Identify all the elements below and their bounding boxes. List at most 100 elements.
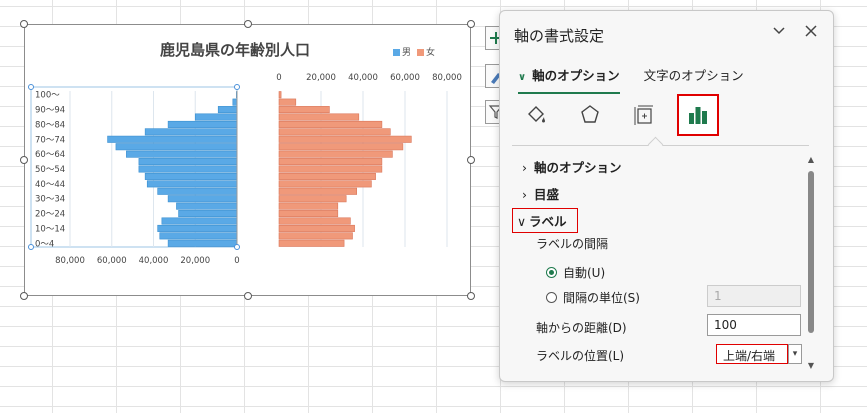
female-axis-tick-label: 40,000: [348, 73, 378, 83]
chevron-down-icon[interactable]: ▾: [788, 344, 802, 364]
female-axis-tick-label: 20,000: [306, 73, 336, 83]
male-bar: [232, 98, 238, 106]
label-position-select[interactable]: 上端/右端: [716, 344, 788, 364]
male-bar: [157, 224, 238, 232]
male-axis-tick-label: 40,000: [139, 256, 169, 266]
population-pyramid-chart[interactable]: 鹿児島県の年齢別人口 男 女 0～4 10～14 20～24 30～34 40～44 50…: [24, 24, 471, 296]
female-bar: [278, 172, 376, 180]
category-label: 0～4: [35, 239, 54, 249]
category-label: 100～: [35, 91, 60, 101]
option-icon-row: [516, 94, 719, 136]
resize-handle-bottom[interactable]: [244, 292, 252, 300]
effects-button[interactable]: [570, 95, 610, 135]
female-bar: [278, 224, 355, 232]
resize-handle-bottom-right[interactable]: [467, 292, 475, 300]
male-bar: [126, 150, 238, 158]
resize-handle-top[interactable]: [244, 20, 252, 28]
category-label: 30～34: [35, 195, 65, 205]
male-bar: [217, 106, 238, 114]
interval-unit-field[interactable]: 1: [707, 285, 801, 307]
plot-area-handle: [234, 244, 240, 250]
female-bar: [278, 113, 360, 121]
scrollbar-thumb[interactable]: [808, 171, 814, 333]
active-icon-pointer: [647, 136, 664, 153]
male-bar: [144, 172, 238, 180]
plot-area-handle: [28, 84, 34, 90]
radio-interval-unit[interactable]: 間隔の単位(S): [546, 289, 640, 306]
male-axis-tick-label: 20,000: [180, 256, 210, 266]
female-bar: [278, 158, 383, 166]
tab-text-options[interactable]: 文字のオプション: [643, 68, 744, 83]
radio-dot[interactable]: [546, 292, 557, 303]
male-bar: [194, 113, 238, 121]
label-interval-title: ラベルの間隔: [536, 237, 609, 251]
female-bar: [278, 232, 353, 240]
effects-pentagon-icon: [581, 105, 599, 123]
scroll-down-icon[interactable]: ▼: [807, 361, 815, 370]
male-bar: [146, 180, 238, 188]
distance-from-axis-field[interactable]: 100: [707, 314, 801, 336]
resize-handle-top-right[interactable]: [467, 20, 475, 28]
chart-title: 鹿児島県の年齢別人口: [159, 41, 310, 59]
chevron-down-icon: ∨: [518, 72, 527, 83]
resize-handle-left[interactable]: [20, 156, 28, 164]
section-axis-options[interactable]: › 軸のオプション: [522, 160, 622, 175]
male-bar: [138, 165, 238, 173]
male-bar: [176, 202, 238, 210]
female-bar: [278, 180, 372, 188]
resize-handle-right[interactable]: [467, 156, 475, 164]
male-bar: [107, 135, 238, 143]
female-bar: [278, 135, 412, 143]
category-label: 60～64: [35, 150, 65, 160]
female-bar: [278, 210, 339, 218]
section-labels[interactable]: ∨ ラベル: [512, 208, 578, 233]
male-bar: [144, 128, 238, 136]
female-bar: [278, 165, 383, 173]
female-bar: [278, 150, 393, 158]
tab-axis-options[interactable]: ∨ 軸のオプション: [518, 65, 620, 94]
male-bar: [115, 143, 238, 151]
radio-auto[interactable]: 自動(U): [546, 264, 605, 281]
female-bar: [278, 98, 297, 106]
male-bar: [178, 210, 238, 218]
category-label: 80～84: [35, 120, 65, 130]
label-position-label: ラベルの位置(L): [536, 349, 625, 363]
size-properties-button[interactable]: [624, 95, 664, 135]
radio-dot-selected[interactable]: [546, 267, 557, 278]
female-bar: [278, 91, 282, 99]
female-bar: [278, 106, 330, 114]
pane-title: 軸の書式設定: [514, 27, 605, 45]
fill-line-button[interactable]: [516, 95, 556, 135]
male-axis-tick-label: 60,000: [97, 256, 127, 266]
female-axis-tick-label: 80,000: [432, 73, 462, 83]
resize-handle-bottom-left[interactable]: [20, 292, 28, 300]
category-label: 40～44: [35, 180, 65, 190]
chevron-down-icon: ∨: [517, 214, 527, 229]
female-axis-tick-label: 60,000: [390, 73, 420, 83]
female-bar: [278, 187, 357, 195]
brush-icon: [491, 73, 501, 84]
female-axis-tick-label: 0: [276, 73, 281, 83]
male-bar: [159, 232, 238, 240]
scroll-up-icon[interactable]: ▲: [807, 155, 815, 164]
plot-area-handle: [28, 244, 34, 250]
format-axis-pane: 軸の書式設定 ∨ 軸のオプション 文字のオプション › 軸のオプション › 目盛 ∨ ラ…: [499, 10, 834, 382]
chart-plot-area[interactable]: 0～4 10～14 20～24 30～34 40～44 50～54 60～64 70～74 80…: [25, 25, 470, 295]
female-bar: [278, 239, 345, 247]
section-ticks[interactable]: › 目盛: [522, 187, 560, 202]
male-bar: [167, 120, 238, 128]
category-label: 70～74: [35, 135, 65, 145]
legend-item-male: 男: [393, 45, 411, 58]
plot-area-handle: [234, 84, 240, 90]
close-icon[interactable]: [804, 24, 818, 42]
fill-line-icon: [528, 106, 545, 123]
axis-options-button[interactable]: [677, 94, 719, 136]
size-properties-icon: [634, 105, 653, 125]
pane-tabs: ∨ 軸のオプション 文字のオプション: [518, 65, 744, 94]
resize-handle-top-left[interactable]: [20, 20, 28, 28]
chevron-down-icon[interactable]: [772, 24, 786, 42]
category-label: 10～14: [35, 224, 65, 234]
female-bar: [278, 120, 383, 128]
distance-from-axis-label: 軸からの距離(D): [536, 321, 627, 335]
female-bar: [278, 128, 391, 136]
